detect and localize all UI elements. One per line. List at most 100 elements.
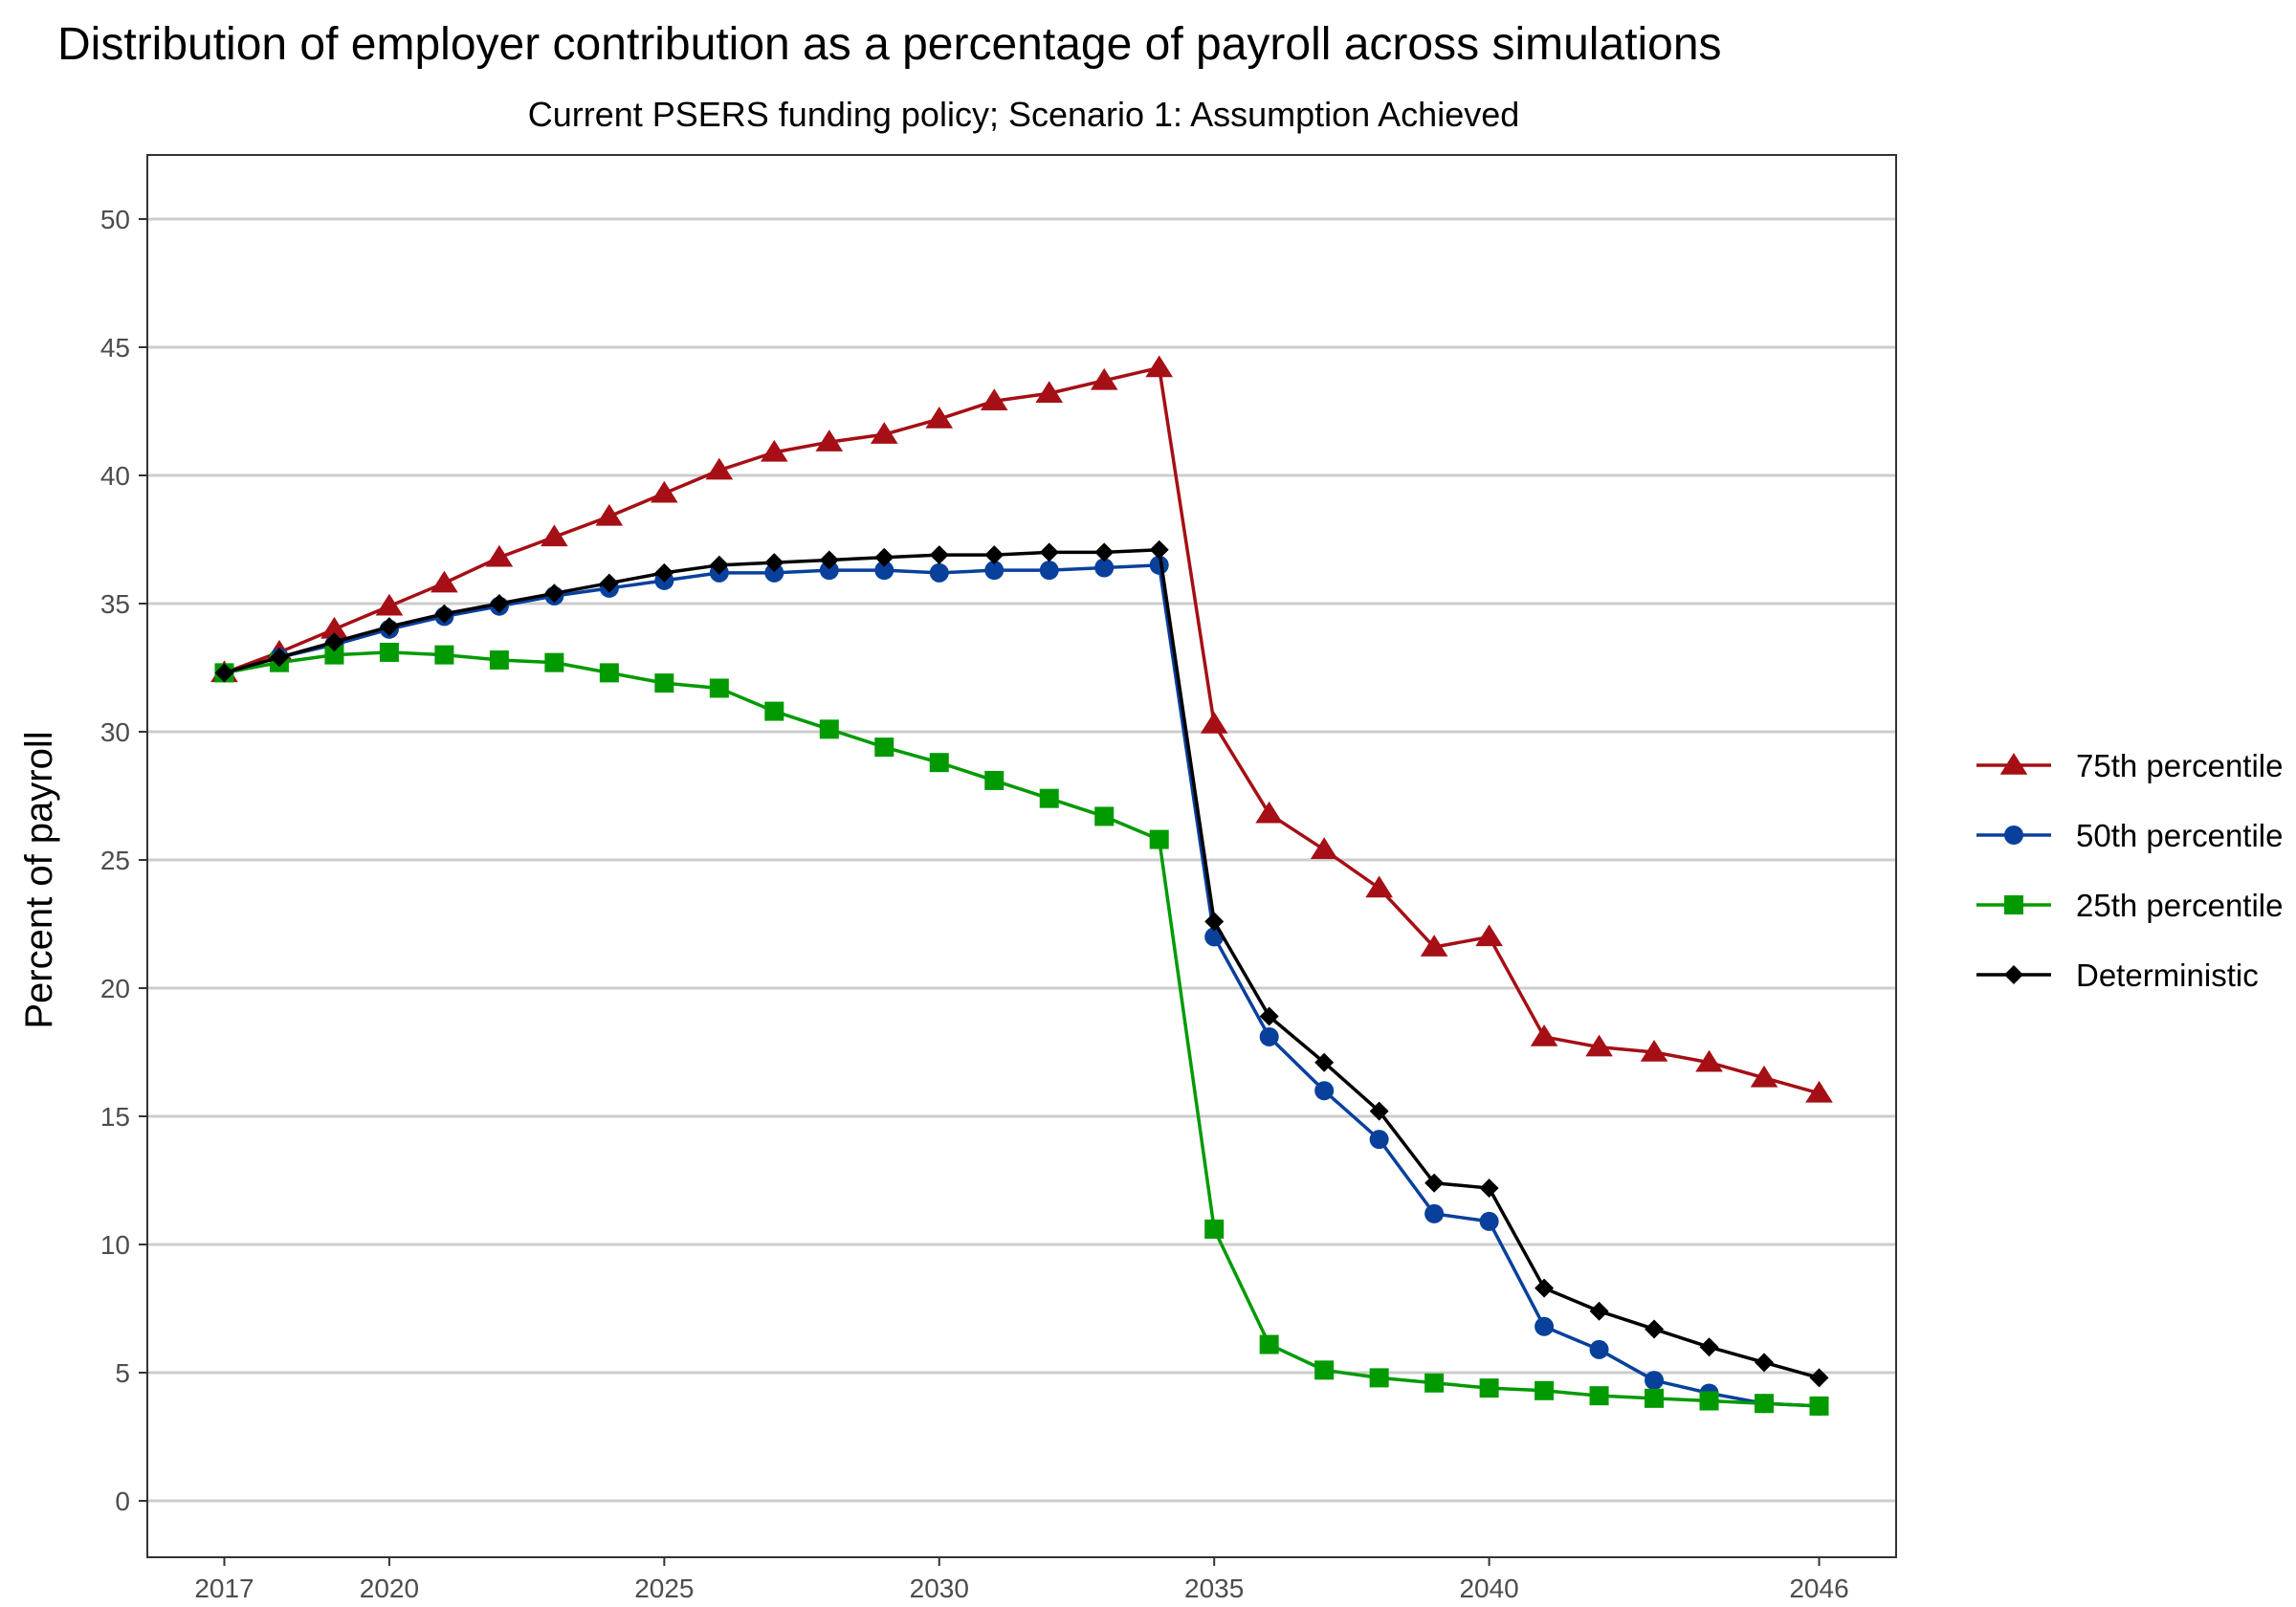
data-point-25th-percentile	[709, 678, 729, 698]
data-point-25th-percentile	[324, 645, 344, 665]
series-deterministic	[214, 539, 1829, 1388]
data-point-25th-percentile	[984, 770, 1004, 790]
data-point-25th-percentile	[929, 753, 949, 773]
gridlines	[147, 217, 1896, 1503]
data-point-50th-percentile	[819, 561, 839, 581]
data-point-deterministic	[1479, 1178, 1499, 1199]
data-point-deterministic	[764, 553, 784, 573]
plot-panel-border	[146, 154, 1897, 1558]
data-point-deterministic	[709, 555, 729, 575]
legend-label: 75th percentile	[2076, 748, 2283, 783]
data-point-25th-percentile	[1314, 1360, 1335, 1380]
data-point-75th-percentile	[1310, 837, 1338, 860]
y-tick-label: 0	[115, 1486, 130, 1516]
y-tick-label: 10	[100, 1230, 130, 1260]
data-point-deterministic	[1039, 542, 1059, 562]
data-point-75th-percentile	[1805, 1080, 1833, 1103]
data-point-50th-percentile	[1039, 561, 1059, 581]
y-tick-label: 35	[100, 589, 130, 619]
data-point-25th-percentile	[1534, 1380, 1555, 1400]
data-point-deterministic	[984, 545, 1004, 565]
data-point-50th-percentile	[1589, 1339, 1609, 1359]
data-point-50th-percentile	[1314, 1081, 1335, 1101]
legend-label: Deterministic	[2076, 958, 2259, 993]
y-tick-label: 25	[100, 846, 130, 875]
data-point-25th-percentile	[1424, 1373, 1445, 1393]
data-point-deterministic	[324, 632, 344, 652]
data-point-deterministic	[1699, 1337, 1719, 1357]
data-point-75th-percentile	[651, 480, 678, 503]
series-50th-percentile	[214, 555, 1829, 1416]
legend: 75th percentile 50th percentile 25th perce…	[1976, 748, 2283, 993]
data-point-25th-percentile	[654, 673, 674, 693]
data-point-50th-percentile	[1534, 1316, 1555, 1336]
legend-item-50th-percentile: 50th percentile	[1976, 818, 2283, 853]
data-point-75th-percentile	[1640, 1040, 1668, 1062]
data-point-25th-percentile	[599, 663, 619, 683]
legend-key-marker	[2004, 826, 2023, 845]
y-tick-label: 50	[100, 205, 130, 234]
data-point-25th-percentile	[379, 642, 399, 662]
legend-key-marker	[2004, 965, 2023, 984]
series-25th-percentile	[214, 642, 1829, 1416]
data-point-50th-percentile	[764, 562, 784, 583]
data-point-deterministic	[1645, 1319, 1665, 1339]
data-point-75th-percentile	[1200, 711, 1228, 734]
y-tick-label: 45	[100, 333, 130, 363]
x-tick-label: 2035	[1184, 1574, 1244, 1603]
data-point-25th-percentile	[1755, 1394, 1775, 1414]
data-point-deterministic	[1424, 1173, 1445, 1193]
data-point-25th-percentile	[434, 645, 454, 665]
data-point-25th-percentile	[1204, 1219, 1225, 1239]
data-point-25th-percentile	[1369, 1368, 1389, 1388]
data-point-75th-percentile	[320, 616, 348, 639]
data-point-deterministic	[434, 604, 454, 624]
data-point-deterministic	[874, 547, 894, 567]
data-point-25th-percentile	[764, 701, 784, 721]
series-line-deterministic	[224, 547, 1820, 1380]
data-point-50th-percentile	[1149, 555, 1169, 575]
data-point-deterministic	[1534, 1278, 1555, 1298]
data-point-75th-percentile	[1420, 935, 1448, 957]
data-point-25th-percentile	[874, 737, 894, 758]
legend-key-marker	[1999, 753, 2028, 775]
data-point-75th-percentile	[1145, 355, 1174, 378]
data-point-deterministic	[1755, 1353, 1775, 1373]
legend-item-deterministic: Deterministic	[1976, 958, 2259, 993]
y-tick-label: 5	[115, 1358, 130, 1388]
data-point-deterministic	[929, 545, 949, 565]
data-point-75th-percentile	[375, 593, 404, 616]
legend-item-25th-percentile: 25th percentile	[1976, 888, 2283, 923]
data-point-deterministic	[1149, 539, 1169, 560]
data-point-50th-percentile	[929, 562, 949, 583]
chart-title: Distribution of employer contribution as…	[57, 19, 1722, 70]
data-point-25th-percentile	[1259, 1334, 1279, 1354]
data-point-deterministic	[1259, 1006, 1279, 1026]
data-point-25th-percentile	[1479, 1378, 1499, 1398]
data-point-25th-percentile	[489, 649, 509, 670]
data-point-75th-percentile	[870, 422, 898, 444]
data-point-deterministic	[654, 562, 674, 583]
data-point-deterministic	[269, 648, 289, 668]
y-tick-label: 30	[100, 717, 130, 747]
data-point-25th-percentile	[1039, 788, 1059, 808]
data-point-deterministic	[1094, 542, 1115, 562]
data-point-25th-percentile	[819, 719, 839, 739]
y-tick-label: 15	[100, 1102, 130, 1132]
data-point-75th-percentile	[815, 429, 844, 451]
data-point-deterministic	[379, 617, 399, 637]
data-point-25th-percentile	[1809, 1396, 1829, 1416]
data-point-75th-percentile	[595, 503, 624, 526]
data-point-75th-percentile	[485, 544, 514, 567]
y-axis-label: Percent of payroll	[18, 731, 60, 1028]
data-point-25th-percentile	[1589, 1386, 1609, 1406]
legend-key-marker	[2004, 895, 2023, 914]
data-point-75th-percentile	[1585, 1034, 1613, 1057]
legend-label: 50th percentile	[2076, 818, 2283, 853]
data-point-50th-percentile	[984, 561, 1004, 581]
x-tick-label: 2030	[910, 1574, 969, 1603]
y-tick-label: 20	[100, 974, 130, 1003]
data-point-75th-percentile	[1530, 1024, 1558, 1046]
series-group	[210, 355, 1833, 1416]
